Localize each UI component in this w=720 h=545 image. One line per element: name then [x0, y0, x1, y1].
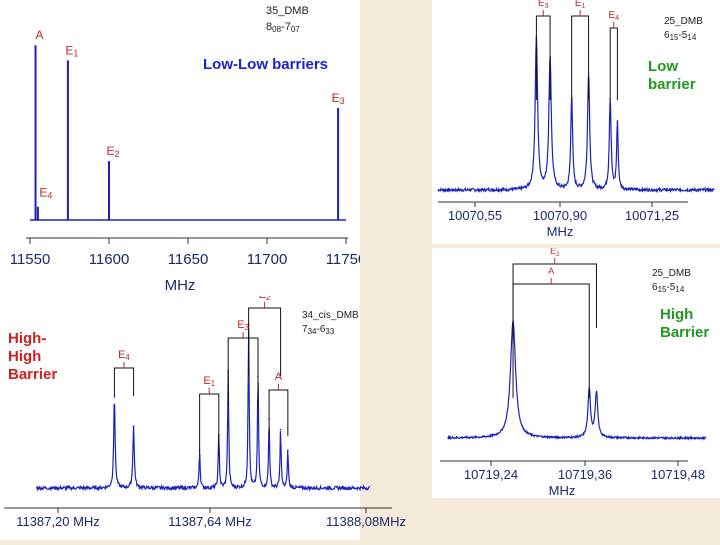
spectrum-trace [437, 35, 715, 194]
x-tick-label-2: 10719,48 [651, 467, 705, 482]
bracket-e2 [248, 307, 282, 376]
annotation-high-high-line-1: High- [8, 330, 47, 347]
annotation-high-high-line-2: High [8, 348, 42, 365]
bracket-e1 [199, 393, 220, 456]
spectrum-trace [35, 329, 371, 492]
annotation-low-barrier-line-1: Low [648, 58, 678, 75]
line-label-e3: E3 [332, 91, 345, 106]
panel-bottom-left: E4 E1 E3 E2 A 11387,20 MHz 11387,64 MHz 11388,0… [0, 289, 420, 540]
bracket-e3 [535, 15, 551, 100]
spectrum-top-left: A E1 E2 E3 E4 11550 11600 11650 11700 11750 MHz 35_… [10, 5, 367, 294]
bracket-label-e3: E3 [538, 0, 549, 10]
annotation-low-low-barriers: Low-Low barriers [203, 56, 329, 73]
panel-bottom-right: E2 A 10719,24 10719,36 10719,48 MHz 25_DMB 615-… [432, 246, 720, 498]
transition-label: 615-514 [652, 282, 685, 294]
transition-label: 734-633 [302, 324, 335, 336]
x-tick-label-0: 10719,24 [464, 467, 518, 482]
bracket-label-e4: E4 [118, 349, 130, 362]
transition-label: 615-514 [664, 30, 697, 42]
molecule-label: 25_DMB [652, 268, 691, 279]
annotation-high-barrier-line-1: High [660, 306, 694, 323]
x-tick-label-2: 10071,25 [625, 208, 679, 223]
annotation-high-high-line-3: Barrier [8, 366, 58, 383]
bracket-label-a: A [548, 266, 554, 276]
bracket-label-e1: E1 [203, 375, 215, 388]
x-axis-label: MHz [165, 277, 196, 294]
x-tick-label-1: 10719,36 [558, 467, 612, 482]
peak-marker-8 [279, 428, 282, 431]
bracket-e3 [227, 337, 259, 406]
peak-marker-9 [287, 449, 289, 451]
bracket-e1 [571, 15, 590, 100]
line-label-a: A [36, 28, 44, 42]
panel-top-right: E3 E1 E4 10070,55 10070,90 10071,25 MHz 25_DMB 6… [432, 0, 720, 244]
spectrum-top-right: E3 E1 E4 10070,55 10070,90 10071,25 MHz 25_DMB 6… [437, 0, 715, 239]
line-label-e1: E1 [65, 43, 78, 58]
spectrum-bottom-right: E2 A 10719,24 10719,36 10719,48 MHz 25_DMB 615-… [440, 246, 707, 498]
bracket-label-a: A [275, 371, 283, 383]
x-tick-label-2: 11650 [168, 251, 209, 268]
bracket-label-e4: E4 [609, 10, 620, 22]
bracket-e4 [113, 367, 135, 396]
bracket-a [268, 389, 289, 436]
annotation-low-barrier-line-2: barrier [648, 76, 696, 93]
molecule-label: 25_DMB [664, 16, 703, 27]
bracket-e2 [512, 263, 597, 328]
bracket-label-e2: E2 [259, 296, 271, 302]
x-axis-label: MHz [549, 483, 576, 498]
transition-label: 808-707 [266, 21, 300, 34]
x-tick-label-1: 10070,90 [533, 208, 587, 223]
peak-marker-1 [132, 425, 135, 427]
x-tick-label-0: 11387,20 MHz [16, 514, 100, 529]
line-label-e4: E4 [39, 186, 52, 201]
bracket-a [512, 283, 590, 398]
x-tick-label-4: 11750 [326, 251, 360, 268]
panel-top-left: A E1 E2 E3 E4 11550 11600 11650 11700 11750 MHz 35_… [0, 0, 367, 300]
annotation-high-high-barrier: High- High Barrier [8, 330, 57, 384]
molecule-label: 35_DMB [266, 5, 309, 17]
x-axis-label: MHz [547, 224, 574, 239]
peak-marker-2 [595, 392, 598, 394]
x-tick-label-0: 10070,55 [448, 208, 502, 223]
x-tick-label-1: 11600 [89, 251, 130, 268]
annotation-high-barrier-line-2: Barrier [660, 324, 710, 341]
annotation-high-barrier: High Barrier [660, 306, 709, 342]
x-tick-label-2: 11388,08MHz [326, 514, 406, 529]
molecule-label: 34_cis_DMB [302, 310, 359, 321]
x-tick-label-3: 11700 [247, 251, 288, 268]
bracket-label-e1: E1 [575, 0, 586, 10]
spectrum-bottom-left: E4 E1 E3 E2 A 11387,20 MHz 11387,64 MHz 11388,0… [4, 289, 406, 529]
bracket-e4 [609, 27, 618, 100]
bracket-label-e3: E3 [237, 319, 249, 332]
bracket-label-e2: E2 [550, 248, 560, 258]
x-tick-label-1: 11387,64 MHz [168, 514, 252, 529]
annotation-low-barrier: Low barrier [648, 58, 696, 94]
peak-marker-5 [616, 121, 619, 123]
spectrum-trace [447, 321, 707, 441]
line-label-e2: E2 [106, 144, 119, 159]
peak-marker-0 [113, 396, 116, 398]
x-tick-label-0: 11550 [10, 251, 51, 268]
